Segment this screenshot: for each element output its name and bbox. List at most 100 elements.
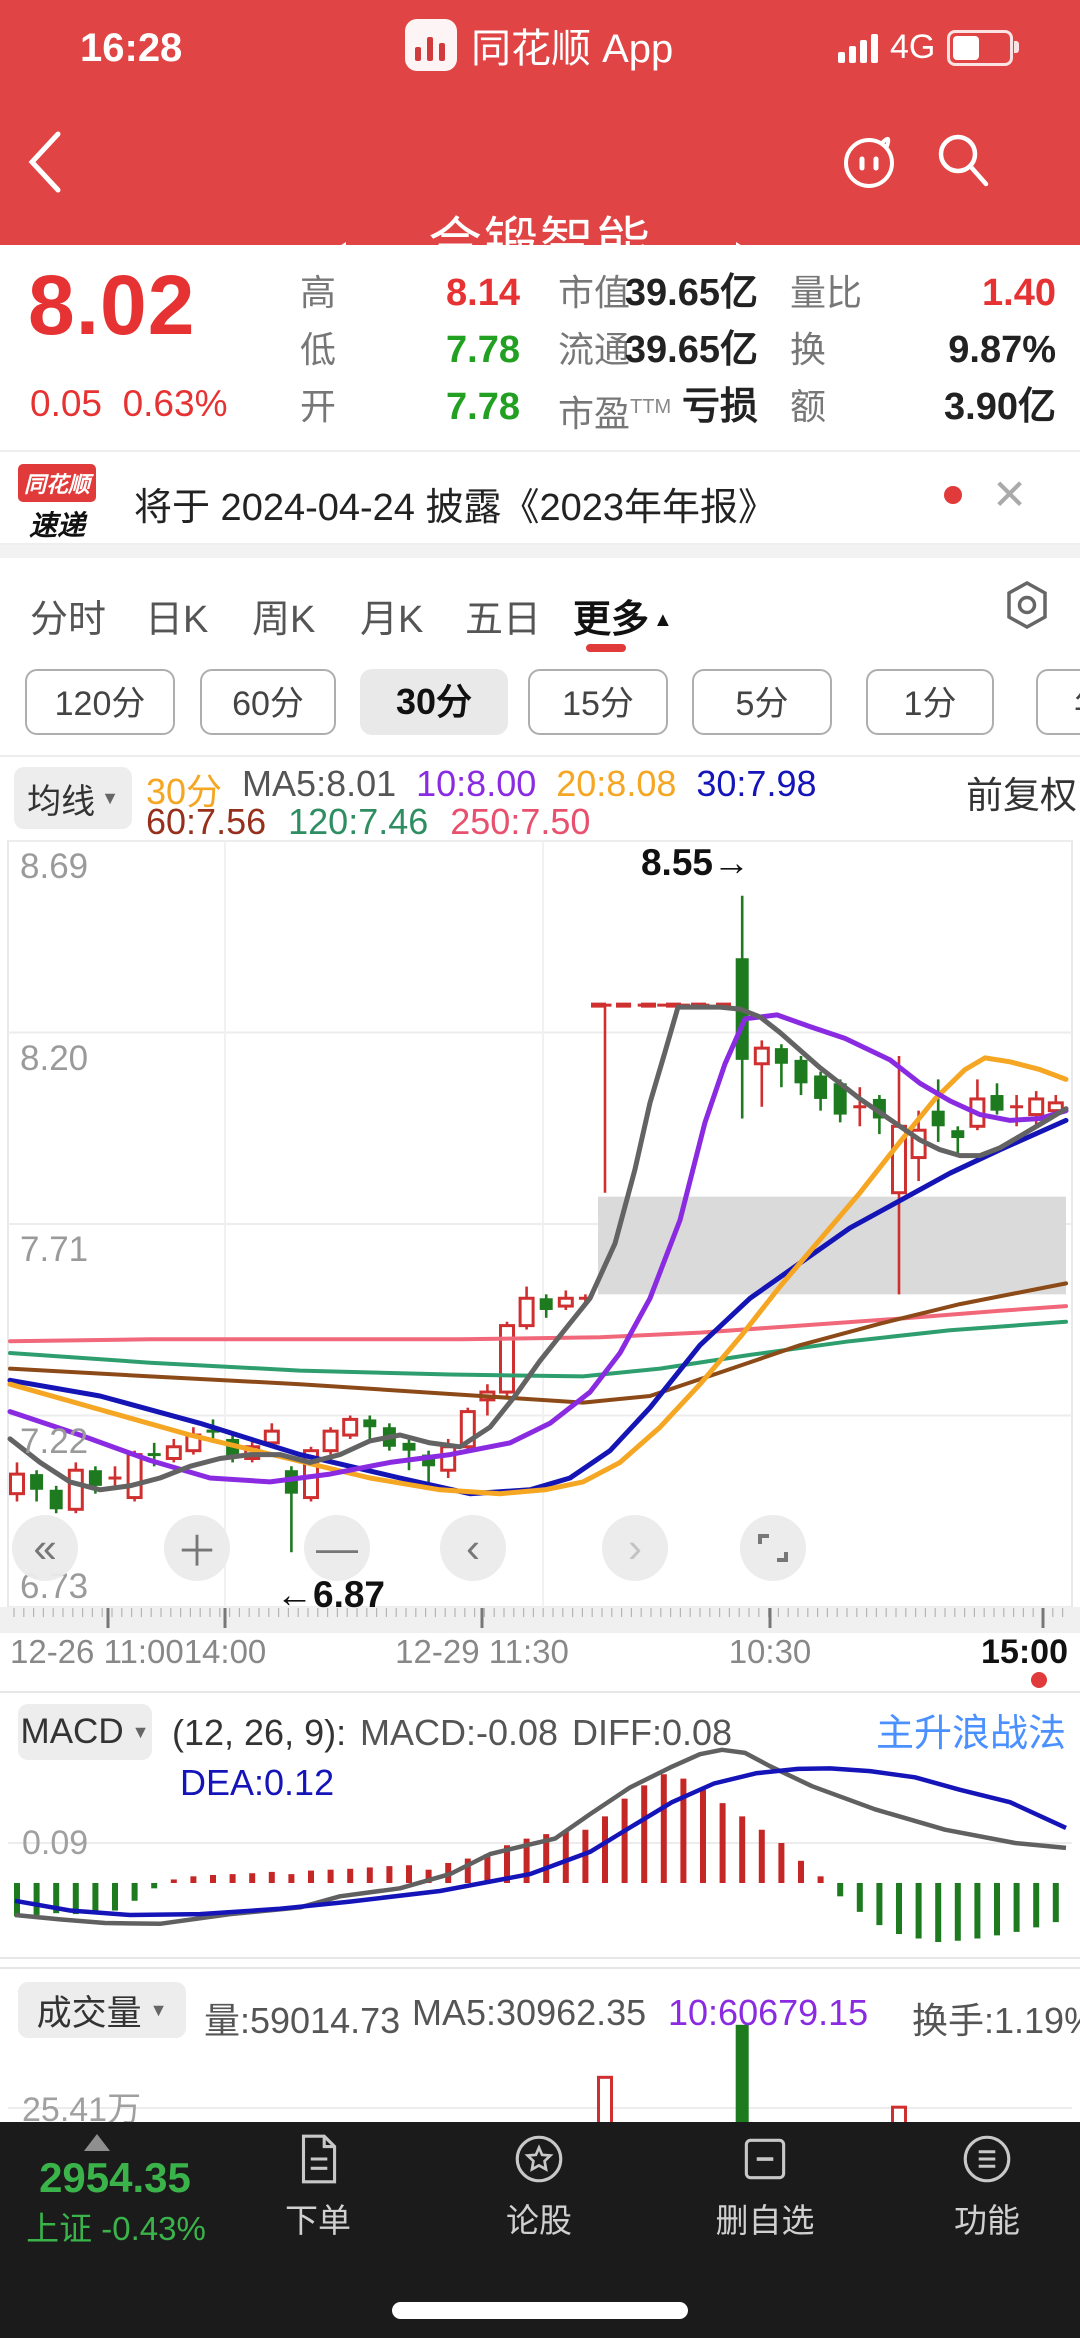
active-tab-underline [586, 644, 626, 652]
price-axis-label: 7.71 [20, 1230, 89, 1269]
quote-label: 低 [300, 329, 337, 370]
quote-panel: 8.02 0.05 0.63% 高 8.14 低 7.78 开 7.78 市值 39.65亿流… [0, 245, 1080, 450]
chart-settings-icon[interactable] [1004, 580, 1050, 630]
search-icon[interactable] [930, 126, 996, 192]
low-annotation: ←6.87 [276, 1574, 386, 1615]
quote-value: 1.40 [982, 272, 1056, 314]
index-name: 上证 [26, 2210, 93, 2247]
prev-icon[interactable]: ‹ [440, 1515, 506, 1581]
period-tabs: 分时 日K 周K 月K 五日 更多 ▲ [0, 558, 1080, 665]
nav-item-论股[interactable]: 论股 [464, 2130, 614, 2242]
fullscreen-icon[interactable] [740, 1515, 806, 1581]
index-value[interactable]: 2954.35 [39, 2154, 191, 2201]
volume-value: 量:59014.73 [204, 2000, 401, 2041]
volume-indicator-button[interactable]: 成交量 ▼ [18, 1982, 186, 2038]
index-pct: -0.43% [101, 2210, 206, 2247]
bottom-nav: 2954.35 上证 -0.43% 下单 论股 删自选 功能 [0, 2122, 1080, 2338]
discuss-star-icon [464, 2130, 614, 2188]
nav-item-label: 删自选 [715, 2202, 815, 2239]
quote-value: 3.90亿 [944, 386, 1056, 428]
rewind-icon[interactable]: « [12, 1515, 78, 1581]
quote-value: 39.65亿 [624, 272, 758, 314]
quote-label: 流通 [558, 329, 631, 370]
remove-watchlist-icon [690, 2130, 840, 2188]
quote-label: 换 [790, 329, 827, 370]
subtab-年[interactable]: 年 [1036, 669, 1080, 735]
strategy-link[interactable]: 主升浪战法 [875, 1713, 1066, 1755]
quote-value: 8.14 [446, 272, 520, 314]
zoom-out-icon[interactable]: — [304, 1515, 370, 1581]
section-separator [0, 545, 1080, 558]
zoom-in-icon[interactable]: ＋ [164, 1515, 230, 1581]
tab-更多[interactable]: 更多 ▲ [573, 599, 673, 641]
subtab-1分[interactable]: 1分 [866, 669, 994, 735]
quote-value: 亏损 [681, 386, 758, 428]
ma-legend-item: 30分 [146, 771, 223, 812]
chevron-down-icon: ▼ [149, 1999, 168, 2020]
tab-日K[interactable]: 日K [145, 599, 209, 641]
current-time-dot [1031, 1672, 1047, 1688]
ma-legend-item: 120:7.46 [288, 801, 429, 842]
quote-label: 高 [300, 272, 337, 313]
app-icon [405, 19, 457, 71]
quote-value: 39.65亿 [624, 329, 758, 371]
price-change-pct: 0.63% [122, 383, 228, 424]
diff-value: DIFF:0.08 [572, 1712, 733, 1753]
ma-settings-button[interactable]: 均线 ▼ [14, 767, 132, 829]
time-axis-label: 14:00 [183, 1633, 267, 1670]
tab-周K[interactable]: 周K [252, 599, 316, 641]
macd-grid-label: 0.09 [22, 1824, 89, 1862]
macd-value: MACD:-0.08 [360, 1712, 559, 1753]
subtab-15分[interactable]: 15分 [528, 669, 668, 735]
ma-legend-item: 10:8.00 [416, 763, 537, 804]
next-icon[interactable]: › [602, 1515, 668, 1581]
price-axis-label: 8.69 [20, 847, 89, 886]
nav-item-删自选[interactable]: 删自选 [690, 2130, 840, 2242]
quote-label: 量比 [790, 272, 863, 313]
dea-value: DEA:0.12 [180, 1762, 335, 1803]
clock: 16:28 [80, 26, 183, 70]
subtab-60分[interactable]: 60分 [200, 669, 336, 735]
macd-indicator-button[interactable]: MACD ▼ [18, 1704, 152, 1760]
tab-五日[interactable]: 五日 [465, 599, 542, 641]
status-bar: 16:28 同花顺 App 4G [0, 0, 1080, 90]
adjust-mode-label[interactable]: 前复权 [966, 775, 1077, 816]
ma-legend-item: 250:7.50 [450, 801, 591, 842]
functions-menu-icon [912, 2130, 1062, 2188]
quote-value: 7.78 [446, 329, 520, 371]
price-change: 0.05 [30, 383, 103, 424]
ma-legend: 均线 ▼ 30分 MA5:8.01 10:8.00 20:8.08 30:7.98 60:… [0, 757, 1080, 842]
subtab-30分[interactable]: 30分 [360, 669, 508, 735]
app-name: 同花顺 App [471, 27, 674, 71]
battery-icon [947, 29, 1020, 66]
minute-period-tabs: 120分 60分 30分 15分 5分 1分年 [0, 665, 1080, 755]
nav-item-label: 下单 [285, 2202, 351, 2239]
time-axis-label: 10:30 [728, 1633, 812, 1670]
tab-分时[interactable]: 分时 [30, 599, 107, 641]
time-axis-label: 12-29 11:30 [395, 1633, 569, 1670]
caret-up-icon: ▲ [653, 609, 673, 631]
close-icon[interactable]: ✕ [992, 471, 1028, 518]
index-up-icon [84, 2134, 110, 2151]
order-doc-icon [243, 2130, 393, 2188]
network-type: 4G [890, 28, 936, 66]
subtab-5分[interactable]: 5分 [692, 669, 832, 735]
quote-label: 开 [300, 386, 337, 427]
ma-legend-item: MA5:8.01 [242, 763, 397, 804]
home-indicator [392, 2302, 688, 2319]
news-bar[interactable]: 同花顺 速递 将于 2024-04-24 披露《2023年年报》 ✕ [0, 450, 1080, 545]
robot-assistant-icon[interactable] [836, 126, 902, 192]
subtab-120分[interactable]: 120分 [25, 669, 175, 735]
kline-chart[interactable] [0, 830, 1080, 2338]
quote-label: 市盈TTM [558, 393, 672, 434]
ma-legend-item: 20:8.08 [556, 763, 677, 804]
chevron-down-icon: ▼ [131, 1721, 150, 1742]
tab-月K[interactable]: 月K [360, 599, 424, 641]
back-icon[interactable] [22, 126, 70, 198]
nav-item-功能[interactable]: 功能 [912, 2130, 1062, 2242]
nav-item-下单[interactable]: 下单 [243, 2130, 393, 2242]
time-axis-label: 15:00 [981, 1633, 1068, 1671]
quote-value: 7.78 [446, 386, 520, 428]
macd-params: (12, 26, 9): [172, 1712, 347, 1753]
